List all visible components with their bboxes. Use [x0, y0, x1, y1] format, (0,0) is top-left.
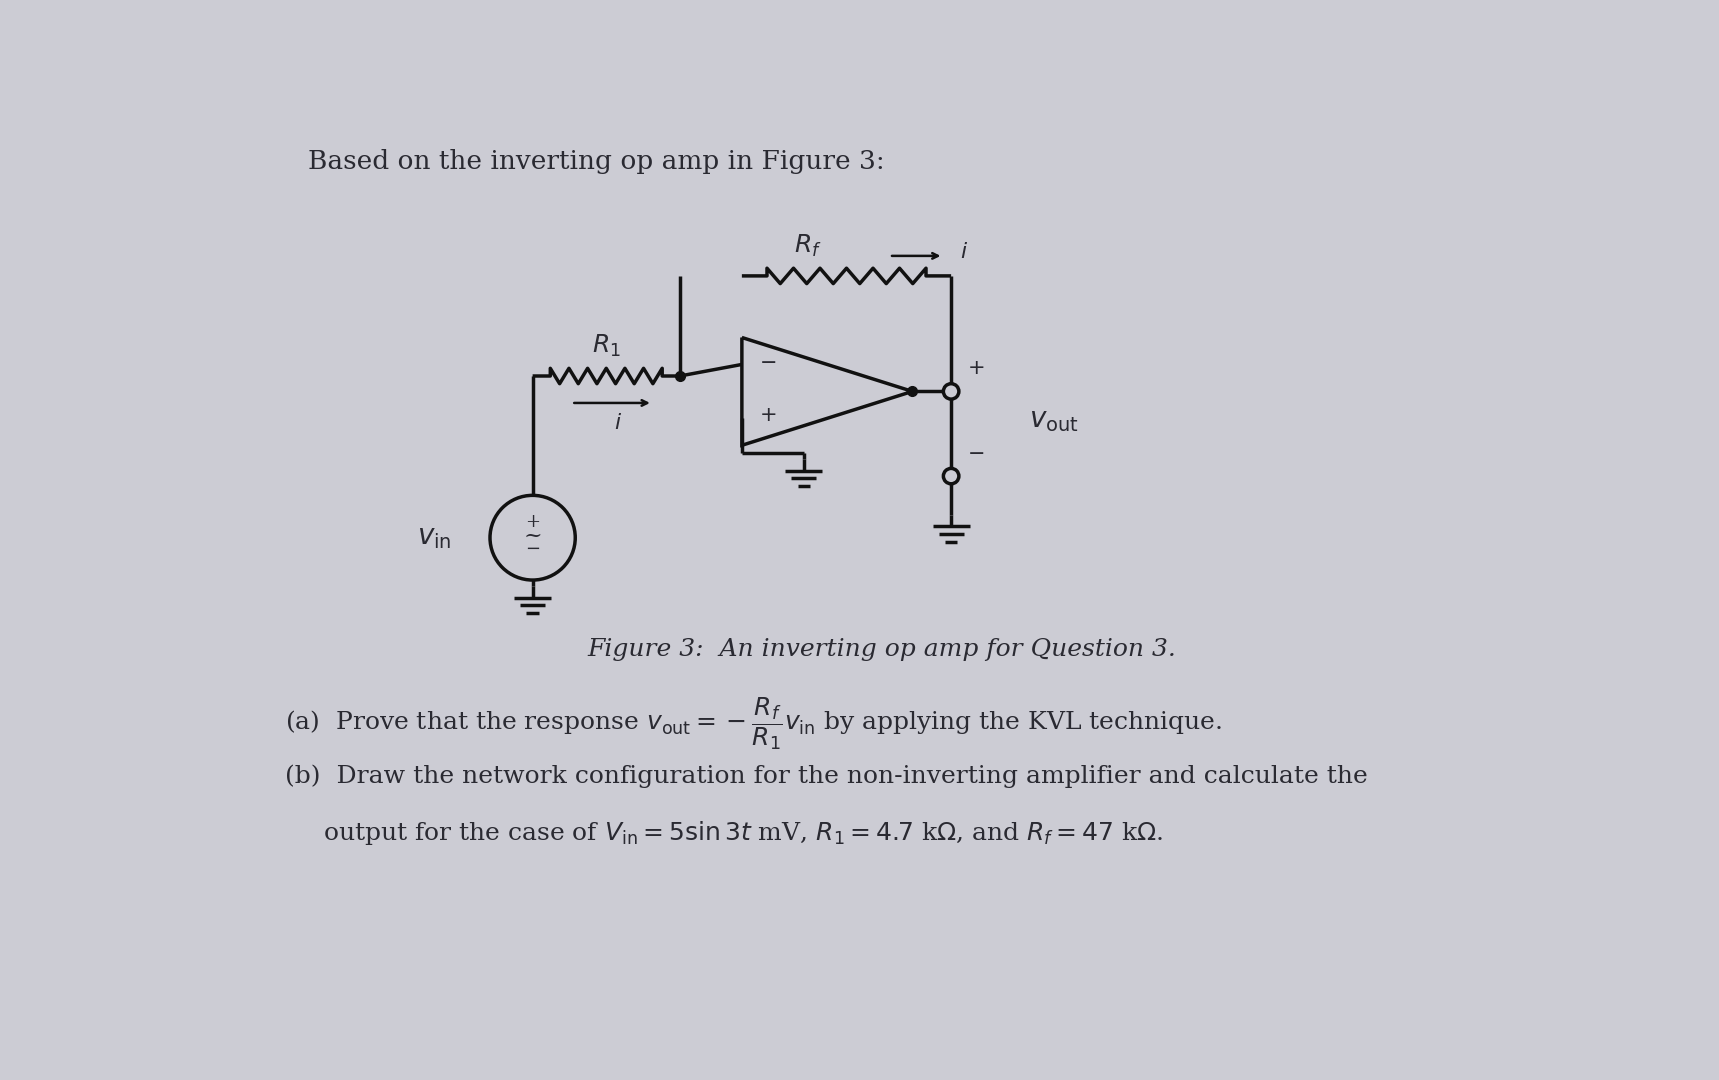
Text: $R_f$: $R_f$ — [794, 233, 822, 259]
Text: Figure 3:  An inverting op amp for Question 3.: Figure 3: An inverting op amp for Questi… — [586, 638, 1176, 661]
Text: $+$: $+$ — [758, 406, 777, 424]
Text: ~: ~ — [523, 525, 541, 548]
Text: $-$: $-$ — [966, 444, 983, 462]
Text: $R_1$: $R_1$ — [591, 333, 621, 359]
Text: $-$: $-$ — [758, 352, 777, 370]
Text: $v_{\rm in}$: $v_{\rm in}$ — [416, 524, 452, 551]
Circle shape — [944, 383, 959, 400]
Text: (b)  Draw the network configuration for the non-inverting amplifier and calculat: (b) Draw the network configuration for t… — [285, 765, 1367, 788]
Text: +: + — [524, 513, 540, 531]
Text: $+$: $+$ — [966, 359, 983, 378]
Text: −: − — [524, 540, 540, 558]
Text: output for the case of $V_{\mathrm{in}} = 5\sin 3t$ mV, $R_1 = 4.7$ k$\Omega$, a: output for the case of $V_{\mathrm{in}} … — [323, 819, 1164, 847]
Text: $v_{\rm out}$: $v_{\rm out}$ — [1028, 407, 1078, 434]
Text: $i$: $i$ — [961, 241, 968, 264]
Text: Based on the inverting op amp in Figure 3:: Based on the inverting op amp in Figure … — [308, 149, 885, 174]
Text: $i$: $i$ — [614, 413, 622, 434]
Text: (a)  Prove that the response $v_{\mathrm{out}} = -\dfrac{R_f}{R_1}v_{\mathrm{in}: (a) Prove that the response $v_{\mathrm{… — [285, 696, 1222, 752]
Circle shape — [944, 469, 959, 484]
